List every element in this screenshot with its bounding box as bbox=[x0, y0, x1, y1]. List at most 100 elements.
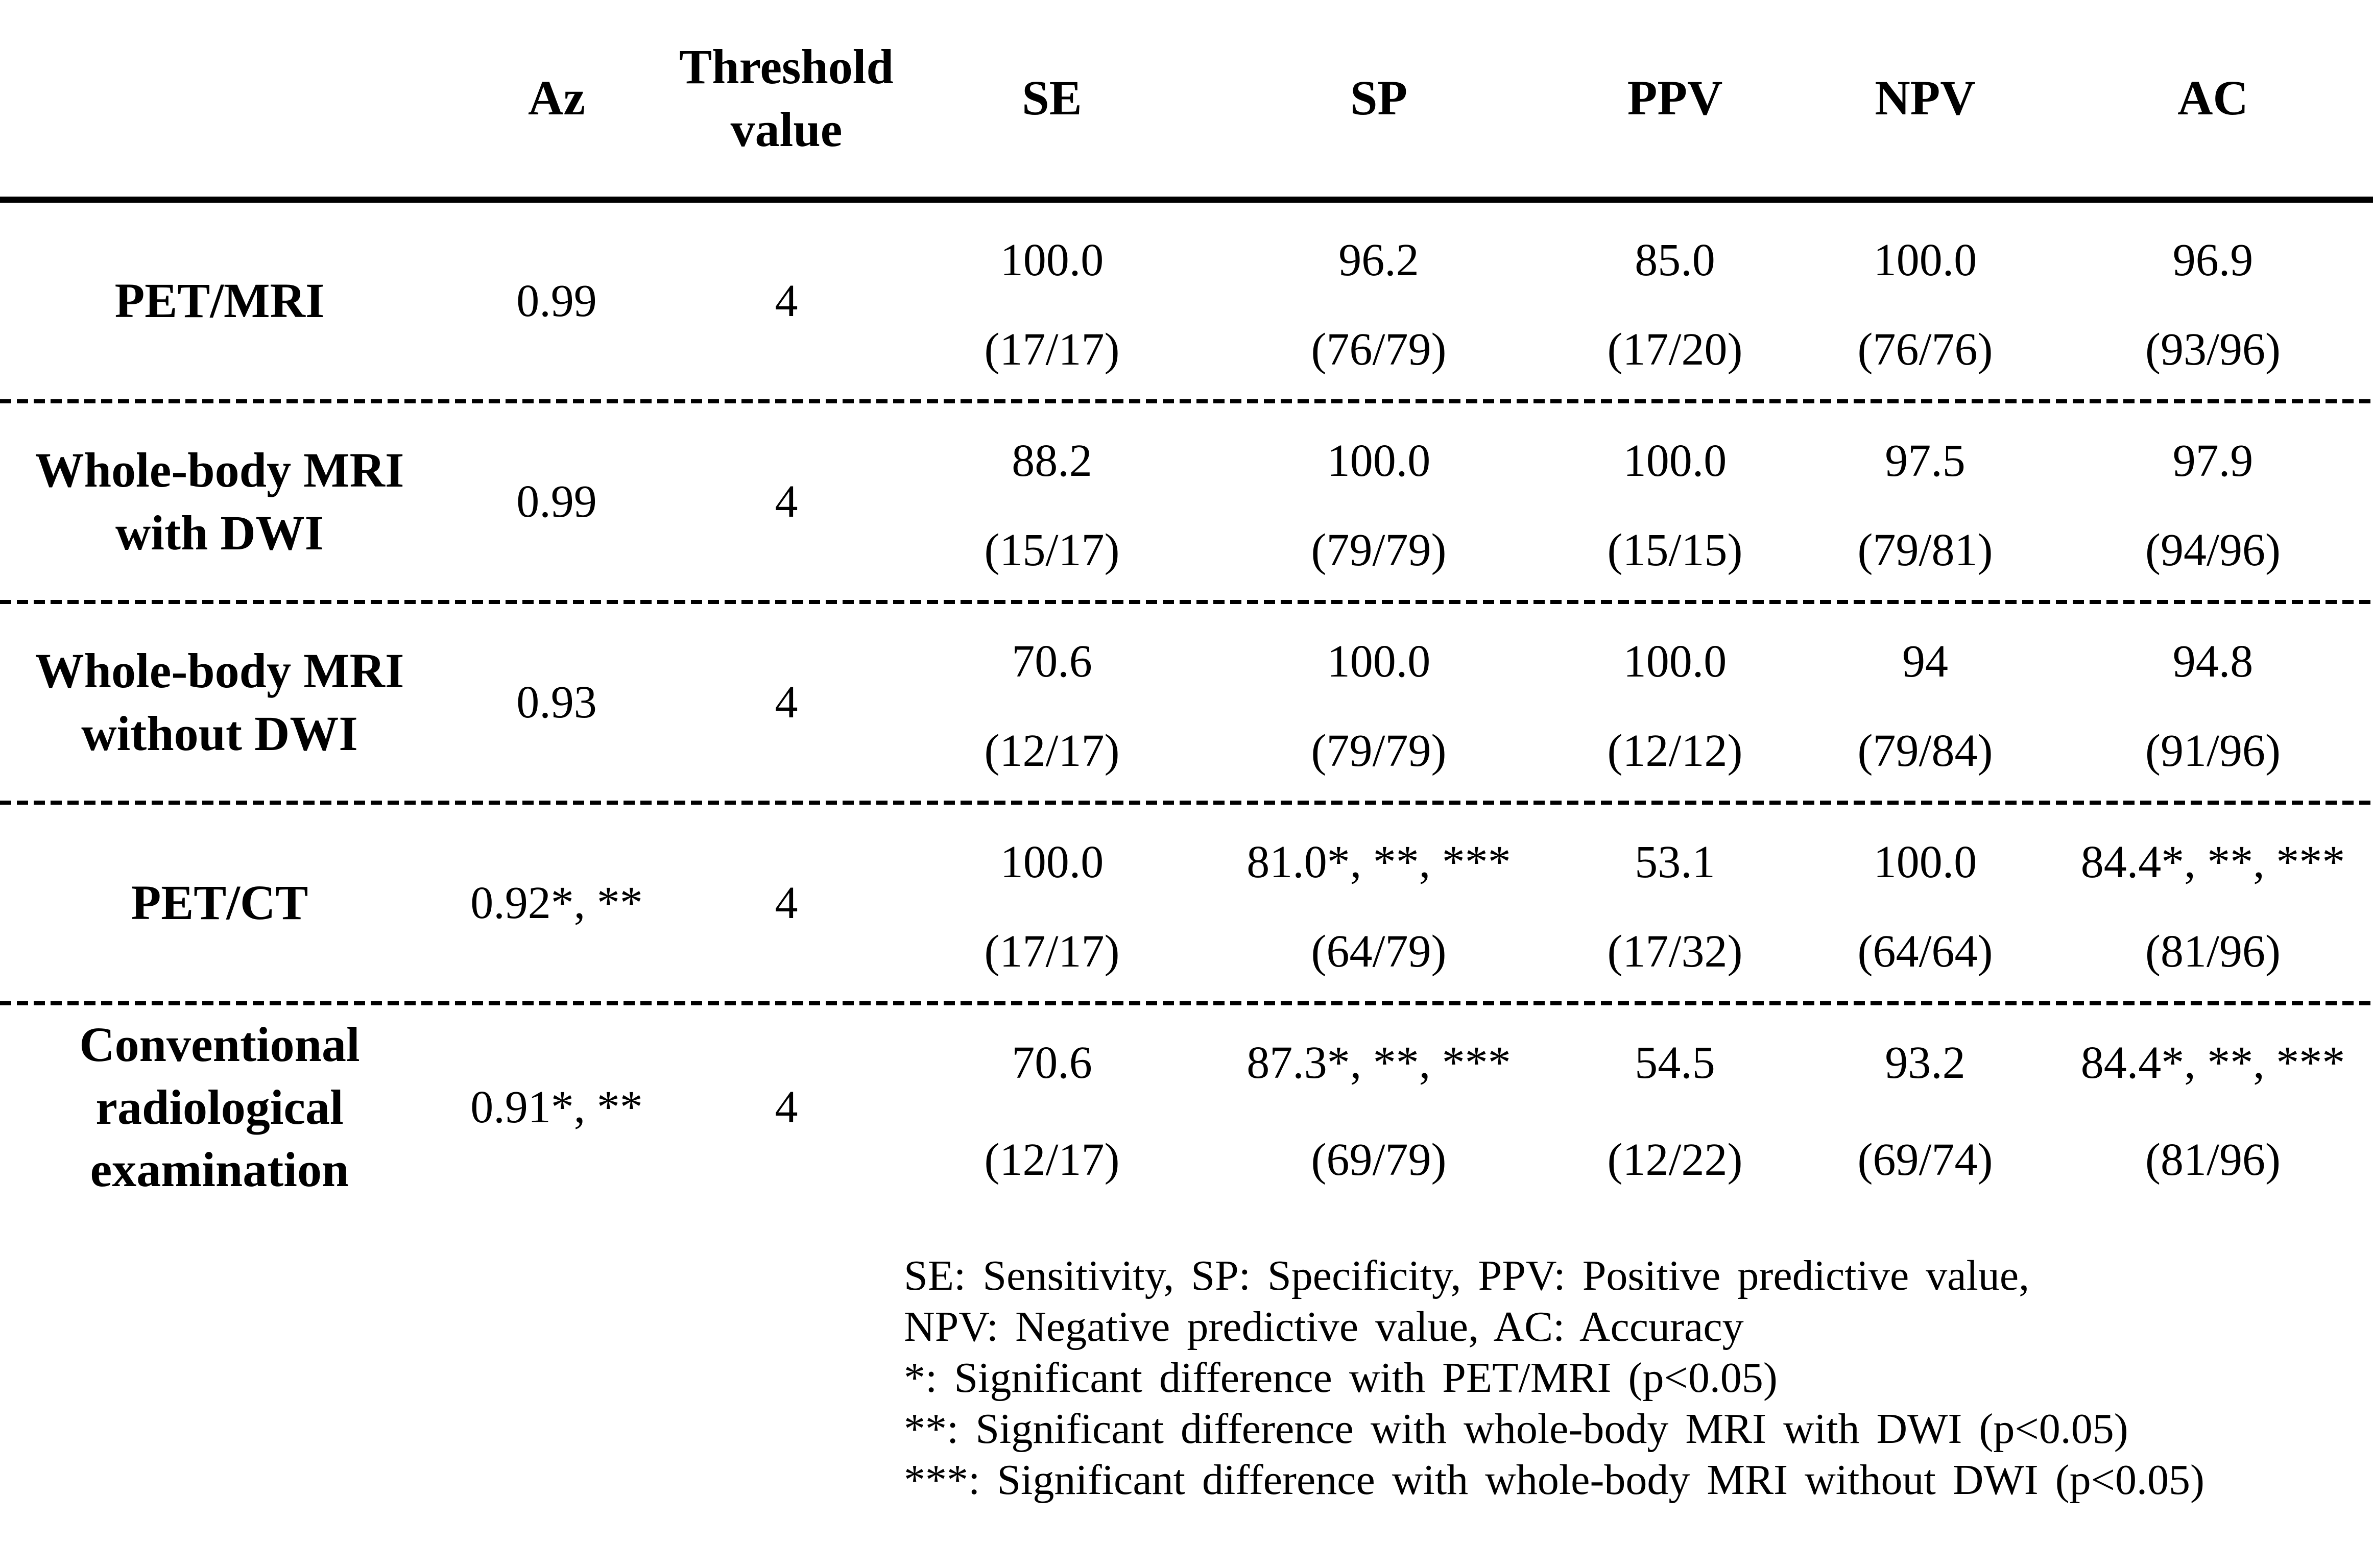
ppv-percent: 100.0 bbox=[1623, 436, 1727, 486]
row-divider bbox=[0, 1001, 2373, 1005]
ppv-percent: 53.1 bbox=[1635, 837, 1715, 887]
ppv-fraction: (17/20) bbox=[1607, 324, 1743, 375]
npv-percent: 100.0 bbox=[1873, 235, 1977, 285]
se-percent: 100.0 bbox=[1000, 837, 1104, 887]
threshold-value: 4 bbox=[775, 476, 798, 527]
threshold-value: 4 bbox=[775, 677, 798, 728]
se-cell: 70.6 (12/17) bbox=[899, 604, 1205, 801]
threshold-value: 4 bbox=[775, 877, 798, 928]
ppv-fraction: (12/12) bbox=[1607, 725, 1743, 776]
se-fraction: (17/17) bbox=[984, 926, 1120, 977]
table-header-row: Az Threshold value SE SP PPV NPV AC bbox=[0, 0, 2373, 197]
sp-cell: 100.0 (79/79) bbox=[1205, 403, 1552, 600]
se-percent: 100.0 bbox=[1000, 235, 1104, 285]
npv-cell: 100.0 (76/76) bbox=[1797, 203, 2053, 399]
npv-percent: 93.2 bbox=[1885, 1038, 1965, 1088]
ac-percent: 94.8 bbox=[2172, 636, 2254, 687]
header-npv: NPV bbox=[1875, 70, 1976, 126]
ac-cell: 84.4*, **, *** (81/96) bbox=[2053, 1005, 2373, 1210]
row-label: Conventional radiological examination bbox=[79, 1017, 360, 1197]
table-row-wb-mri-without-dwi: Whole-body MRI without DWI 0.93 4 70.6 (… bbox=[0, 604, 2373, 801]
se-fraction: (12/17) bbox=[984, 1134, 1120, 1185]
footnote-abbreviations-1: SE: Sensitivity, SP: Specificity, PPV: P… bbox=[904, 1252, 2030, 1299]
footnote-single-asterisk: *: Significant difference with PET/MRI (… bbox=[904, 1354, 1778, 1402]
se-percent: 70.6 bbox=[1012, 636, 1092, 687]
ppv-percent: 100.0 bbox=[1623, 636, 1727, 687]
se-cell: 70.6 (12/17) bbox=[899, 1005, 1205, 1210]
row-divider bbox=[0, 801, 2373, 805]
npv-fraction: (79/81) bbox=[1857, 524, 1993, 575]
npv-fraction: (76/76) bbox=[1857, 324, 1993, 375]
sp-cell: 87.3*, **, *** (69/79) bbox=[1205, 1005, 1552, 1210]
ppv-percent: 54.5 bbox=[1635, 1038, 1715, 1088]
row-label: PET/CT bbox=[131, 875, 308, 930]
sp-cell: 81.0*, **, *** (64/79) bbox=[1205, 805, 1552, 1001]
ac-fraction: (81/96) bbox=[2145, 926, 2281, 977]
row-label: Whole-body MRI with DWI bbox=[35, 442, 404, 560]
sp-percent: 100.0 bbox=[1327, 636, 1431, 687]
npv-fraction: (69/74) bbox=[1857, 1134, 1993, 1185]
sp-percent: 81.0*, **, *** bbox=[1247, 837, 1511, 887]
se-percent: 70.6 bbox=[1012, 1038, 1092, 1088]
se-fraction: (12/17) bbox=[984, 725, 1120, 776]
ppv-cell: 100.0 (15/15) bbox=[1552, 403, 1797, 600]
header-se: SE bbox=[1022, 70, 1082, 126]
footnote-triple-asterisk: ***: Significant difference with whole-b… bbox=[904, 1456, 2205, 1504]
sp-fraction: (64/79) bbox=[1311, 926, 1447, 977]
ac-cell: 97.9 (94/96) bbox=[2053, 403, 2373, 600]
row-divider bbox=[0, 399, 2373, 403]
sp-percent: 96.2 bbox=[1338, 235, 1419, 285]
header-sp: SP bbox=[1350, 70, 1408, 126]
az-value: 0.91*, ** bbox=[470, 1082, 643, 1133]
header-rule bbox=[0, 197, 2373, 203]
ppv-fraction: (15/15) bbox=[1607, 524, 1743, 575]
npv-percent: 94 bbox=[1902, 636, 1948, 687]
ac-fraction: (93/96) bbox=[2145, 324, 2281, 375]
table-row-conventional: Conventional radiological examination 0.… bbox=[0, 1005, 2373, 1210]
ac-fraction: (94/96) bbox=[2145, 524, 2281, 575]
ac-percent: 84.4*, **, *** bbox=[2080, 837, 2345, 887]
header-ppv: PPV bbox=[1627, 70, 1723, 126]
npv-fraction: (64/64) bbox=[1857, 926, 1993, 977]
npv-percent: 97.5 bbox=[1885, 436, 1965, 486]
npv-fraction: (79/84) bbox=[1857, 725, 1993, 776]
row-label: Whole-body MRI without DWI bbox=[35, 643, 404, 761]
sp-fraction: (76/79) bbox=[1311, 324, 1447, 375]
header-ac: AC bbox=[2177, 70, 2248, 126]
ac-cell: 84.4*, **, *** (81/96) bbox=[2053, 805, 2373, 1001]
sp-cell: 96.2 (76/79) bbox=[1205, 203, 1552, 399]
az-value: 0.92*, ** bbox=[470, 877, 643, 928]
sp-fraction: (79/79) bbox=[1311, 524, 1447, 575]
header-empty bbox=[0, 0, 439, 197]
ac-fraction: (81/96) bbox=[2145, 1134, 2281, 1185]
ac-percent: 97.9 bbox=[2172, 436, 2254, 486]
threshold-value: 4 bbox=[775, 1082, 798, 1133]
se-percent: 88.2 bbox=[1012, 436, 1092, 486]
row-label: PET/MRI bbox=[114, 273, 325, 328]
sp-fraction: (69/79) bbox=[1311, 1134, 1447, 1185]
ppv-cell: 53.1 (17/32) bbox=[1552, 805, 1797, 1001]
sp-fraction: (79/79) bbox=[1311, 725, 1447, 776]
sp-percent: 100.0 bbox=[1327, 436, 1431, 486]
footnote-double-asterisk: **: Significant difference with whole-bo… bbox=[904, 1405, 2128, 1453]
row-divider bbox=[0, 600, 2373, 604]
az-value: 0.99 bbox=[516, 476, 597, 527]
npv-cell: 97.5 (79/81) bbox=[1797, 403, 2053, 600]
table-row-wb-mri-with-dwi: Whole-body MRI with DWI 0.99 4 88.2 (15/… bbox=[0, 403, 2373, 600]
ppv-cell: 100.0 (12/12) bbox=[1552, 604, 1797, 801]
ppv-cell: 85.0 (17/20) bbox=[1552, 203, 1797, 399]
threshold-value: 4 bbox=[775, 275, 798, 326]
sp-cell: 100.0 (79/79) bbox=[1205, 604, 1552, 801]
se-cell: 100.0 (17/17) bbox=[899, 203, 1205, 399]
footnote-abbreviations-2: NPV: Negative predictive value, AC: Accu… bbox=[904, 1303, 1744, 1350]
ac-percent: 84.4*, **, *** bbox=[2080, 1038, 2345, 1088]
ppv-fraction: (17/32) bbox=[1607, 926, 1743, 977]
npv-cell: 100.0 (64/64) bbox=[1797, 805, 2053, 1001]
se-cell: 100.0 (17/17) bbox=[899, 805, 1205, 1001]
se-cell: 88.2 (15/17) bbox=[899, 403, 1205, 600]
ac-percent: 96.9 bbox=[2172, 235, 2254, 285]
table-row-pet-mri: PET/MRI 0.99 4 100.0 (17/17) 96.2 (76/79… bbox=[0, 203, 2373, 399]
ac-fraction: (91/96) bbox=[2145, 725, 2281, 776]
table-row-pet-ct: PET/CT 0.92*, ** 4 100.0 (17/17) 81.0*, … bbox=[0, 805, 2373, 1001]
